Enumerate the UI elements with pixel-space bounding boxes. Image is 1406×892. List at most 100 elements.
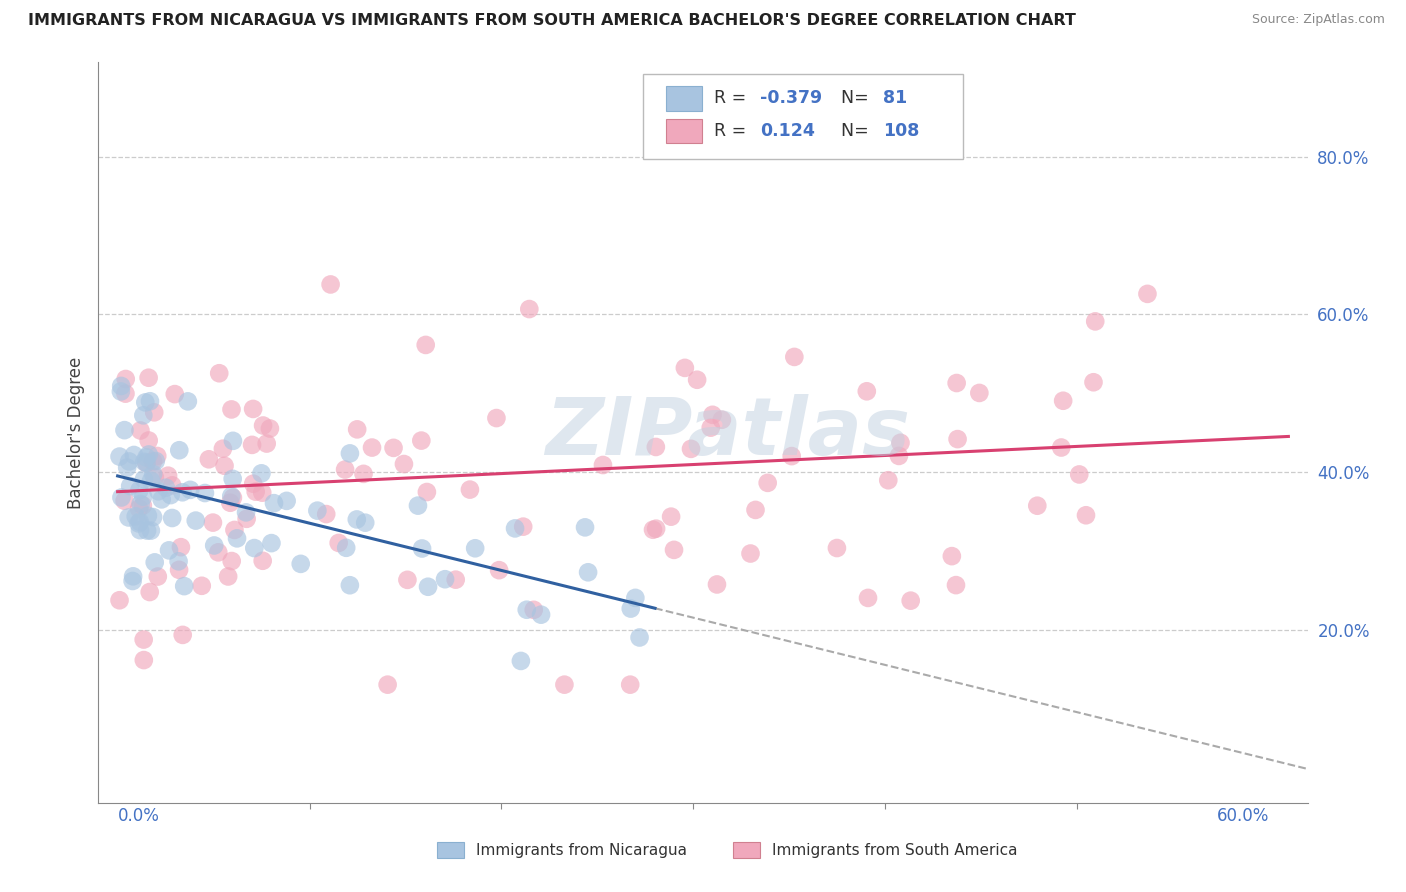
Point xyxy=(628,631,651,645)
Point xyxy=(170,540,193,554)
Point xyxy=(333,462,356,476)
Point xyxy=(132,472,155,486)
Point xyxy=(756,475,779,490)
Point xyxy=(138,434,160,448)
Point xyxy=(339,446,361,460)
Point xyxy=(945,376,967,390)
Point xyxy=(686,373,709,387)
Point xyxy=(354,516,377,530)
Point xyxy=(250,467,273,481)
Point xyxy=(242,401,264,416)
Text: Immigrants from Nicaragua: Immigrants from Nicaragua xyxy=(475,843,686,858)
Point xyxy=(361,441,384,455)
Point xyxy=(889,435,911,450)
Point xyxy=(509,654,531,668)
Point xyxy=(662,542,685,557)
Point xyxy=(108,593,131,607)
Point xyxy=(110,379,132,393)
Point xyxy=(740,547,762,561)
Point xyxy=(114,493,136,508)
Point xyxy=(780,449,803,463)
Point xyxy=(118,454,141,468)
Point xyxy=(877,473,900,487)
Point xyxy=(114,423,136,437)
Point xyxy=(517,301,540,316)
Point xyxy=(392,457,415,471)
Point xyxy=(619,678,641,692)
Point xyxy=(245,484,267,499)
Point xyxy=(132,490,155,504)
Point xyxy=(512,519,534,533)
Point xyxy=(415,338,437,352)
Point xyxy=(416,580,439,594)
Point xyxy=(114,372,136,386)
Y-axis label: Bachelor's Degree: Bachelor's Degree xyxy=(66,357,84,508)
Point xyxy=(710,413,733,427)
Point xyxy=(222,434,245,448)
Point xyxy=(122,448,145,462)
Point xyxy=(117,510,139,524)
Point xyxy=(221,554,243,568)
Point xyxy=(212,442,235,456)
Point xyxy=(855,384,877,399)
Point xyxy=(135,456,157,470)
Point xyxy=(645,522,668,536)
Point xyxy=(155,481,177,495)
Point xyxy=(516,603,538,617)
Point xyxy=(146,569,169,583)
FancyBboxPatch shape xyxy=(643,73,963,159)
Point xyxy=(706,577,728,591)
Point xyxy=(1074,508,1097,523)
Text: 0.124: 0.124 xyxy=(759,122,814,140)
Point xyxy=(335,541,357,555)
Point xyxy=(128,501,150,516)
Point xyxy=(132,499,155,513)
Point xyxy=(856,591,879,605)
Point xyxy=(276,494,298,508)
Point xyxy=(1083,376,1105,390)
Text: N=: N= xyxy=(841,89,875,107)
Point xyxy=(207,545,229,559)
Point xyxy=(396,573,419,587)
Text: ZIPatlas: ZIPatlas xyxy=(544,393,910,472)
Point xyxy=(138,585,160,599)
Point xyxy=(138,448,160,462)
Point xyxy=(377,678,399,692)
Point xyxy=(134,455,156,469)
Point xyxy=(319,277,342,292)
Point xyxy=(114,386,136,401)
Point xyxy=(143,555,166,569)
Point xyxy=(1026,499,1049,513)
Text: 0.0%: 0.0% xyxy=(118,806,159,825)
Point xyxy=(485,411,508,425)
Point xyxy=(139,394,162,409)
Point xyxy=(217,569,239,583)
Point xyxy=(783,350,806,364)
Point xyxy=(121,574,143,588)
Point xyxy=(464,541,486,556)
Point xyxy=(641,523,664,537)
Text: 81: 81 xyxy=(883,89,907,107)
Point xyxy=(887,449,910,463)
Point xyxy=(139,524,162,538)
Text: R =: R = xyxy=(714,89,752,107)
Point xyxy=(184,514,207,528)
Point xyxy=(530,607,553,622)
Point xyxy=(198,452,221,467)
Point xyxy=(143,470,166,484)
Point xyxy=(260,536,283,550)
Point xyxy=(177,394,200,409)
Point xyxy=(353,467,375,481)
Point xyxy=(219,496,242,510)
Point xyxy=(243,541,266,555)
Point xyxy=(592,458,614,472)
Point xyxy=(416,485,439,500)
Point xyxy=(108,450,131,464)
Text: Immigrants from South America: Immigrants from South America xyxy=(772,843,1018,858)
Point xyxy=(142,454,165,468)
Point xyxy=(315,507,337,521)
Point xyxy=(290,557,312,571)
Point xyxy=(129,523,152,537)
Point xyxy=(1050,441,1073,455)
Point xyxy=(125,509,148,524)
